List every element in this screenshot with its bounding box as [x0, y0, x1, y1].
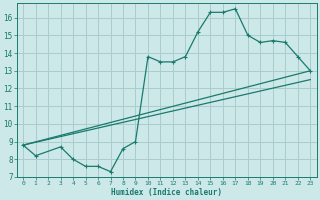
X-axis label: Humidex (Indice chaleur): Humidex (Indice chaleur): [111, 188, 222, 197]
